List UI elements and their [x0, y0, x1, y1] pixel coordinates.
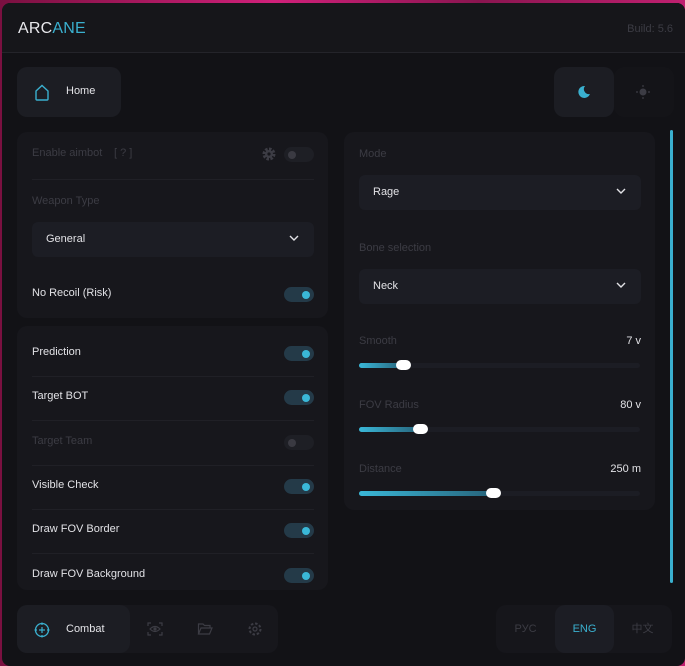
- distance-label: Distance: [359, 463, 402, 475]
- lang-en-button[interactable]: ENG: [555, 605, 614, 653]
- visuals-icon[interactable]: [147, 621, 163, 637]
- weapon-type-label: Weapon Type: [32, 195, 100, 207]
- bone-selection-label: Bone selection: [359, 242, 432, 254]
- slider-fill: [359, 427, 421, 432]
- scrollbar[interactable]: [670, 130, 673, 583]
- target-team-toggle[interactable]: [284, 435, 314, 450]
- slider-thumb[interactable]: [485, 488, 501, 498]
- no-recoil-toggle[interactable]: [284, 287, 314, 302]
- prediction-toggle[interactable]: [284, 346, 314, 361]
- option-label: Prediction: [32, 346, 81, 358]
- chevron-down-icon: [616, 188, 626, 194]
- bone-select[interactable]: Neck: [359, 269, 641, 304]
- bottom-nav: Combat: [17, 605, 278, 653]
- folder-icon[interactable]: [197, 621, 213, 637]
- weapon-type-select[interactable]: General: [32, 222, 314, 257]
- option-row: Prediction: [32, 343, 314, 363]
- distance-value: 250 m: [610, 463, 641, 475]
- settings-panel: Mode Rage Bone selection Neck Smooth 7 v…: [344, 132, 655, 510]
- combat-label: Combat: [66, 623, 105, 635]
- lang-zh-button[interactable]: 中文: [631, 623, 654, 635]
- nav-combat[interactable]: Combat: [17, 605, 130, 653]
- enable-aimbot-row: Enable aimbot [ ? ]: [32, 144, 314, 164]
- sun-icon: [636, 85, 650, 99]
- option-label: Draw FOV Background: [32, 568, 146, 580]
- divider: [32, 465, 314, 466]
- options-panel: Prediction Target BOT Target Team Visibl…: [17, 326, 328, 590]
- bone-value: Neck: [373, 280, 399, 292]
- logo-text: ARC: [18, 20, 53, 37]
- option-row: Visible Check: [32, 476, 314, 496]
- enable-aimbot-toggle[interactable]: [284, 147, 314, 162]
- option-row: Draw FOV Background: [32, 565, 314, 585]
- distance-slider[interactable]: [359, 488, 640, 498]
- slider-fill: [359, 363, 404, 368]
- smooth-slider[interactable]: [359, 360, 640, 370]
- help-link[interactable]: [ ? ]: [114, 147, 133, 159]
- option-row: Target Team: [32, 432, 314, 452]
- draw-fov-background-toggle[interactable]: [284, 568, 314, 583]
- fov-radius-value: 80 v: [620, 399, 641, 411]
- option-label: Draw FOV Border: [32, 523, 120, 535]
- slider-thumb[interactable]: [412, 424, 428, 434]
- lang-ru-button[interactable]: РУС: [514, 623, 537, 635]
- home-button[interactable]: Home: [17, 67, 121, 117]
- target-bot-toggle[interactable]: [284, 390, 314, 405]
- draw-fov-border-toggle[interactable]: [284, 523, 314, 538]
- language-switcher: РУС ENG 中文: [496, 605, 672, 653]
- slider-fill: [359, 491, 494, 496]
- smooth-label: Smooth: [359, 335, 397, 347]
- no-recoil-row: No Recoil (Risk): [32, 284, 314, 304]
- dark-theme-button[interactable]: [554, 67, 614, 117]
- option-row: Target BOT: [32, 387, 314, 407]
- option-label: Visible Check: [32, 479, 99, 491]
- gear-icon[interactable]: [262, 147, 276, 161]
- moon-icon: [578, 85, 590, 98]
- logo: ARCANE: [18, 20, 86, 38]
- divider: [32, 553, 314, 554]
- fov-radius-label: FOV Radius: [359, 399, 419, 411]
- light-theme-button[interactable]: [614, 67, 674, 117]
- visible-check-toggle[interactable]: [284, 479, 314, 494]
- mode-label: Mode: [359, 148, 387, 160]
- divider: [32, 376, 314, 377]
- option-label: Target Team: [32, 435, 93, 447]
- no-recoil-label: No Recoil (Risk): [32, 287, 112, 299]
- home-label: Home: [66, 85, 96, 97]
- mode-select[interactable]: Rage: [359, 175, 641, 210]
- divider: [32, 509, 314, 510]
- app-window: ARCANE Build: 5.6 Home Enable aimbot [ ?…: [2, 3, 685, 666]
- divider: [32, 420, 314, 421]
- fov-radius-slider[interactable]: [359, 424, 640, 434]
- mode-value: Rage: [373, 186, 400, 198]
- aimbot-panel: Enable aimbot [ ? ] Weapon Type General …: [17, 132, 328, 318]
- chevron-down-icon: [289, 235, 299, 241]
- crosshair-icon: [34, 622, 50, 638]
- home-icon: [35, 84, 49, 101]
- enable-aimbot-label: Enable aimbot: [32, 147, 103, 159]
- smooth-value: 7 v: [626, 335, 641, 347]
- option-label: Target BOT: [32, 390, 89, 402]
- settings-icon[interactable]: [247, 621, 263, 637]
- header: ARCANE Build: 5.6: [2, 3, 685, 53]
- logo-accent-text: ANE: [52, 20, 86, 37]
- option-row: Draw FOV Border: [32, 520, 314, 540]
- divider: [32, 179, 314, 180]
- weapon-type-value: General: [46, 233, 86, 245]
- chevron-down-icon: [616, 282, 626, 288]
- build-version: Build: 5.6: [627, 23, 673, 35]
- slider-thumb[interactable]: [395, 360, 411, 370]
